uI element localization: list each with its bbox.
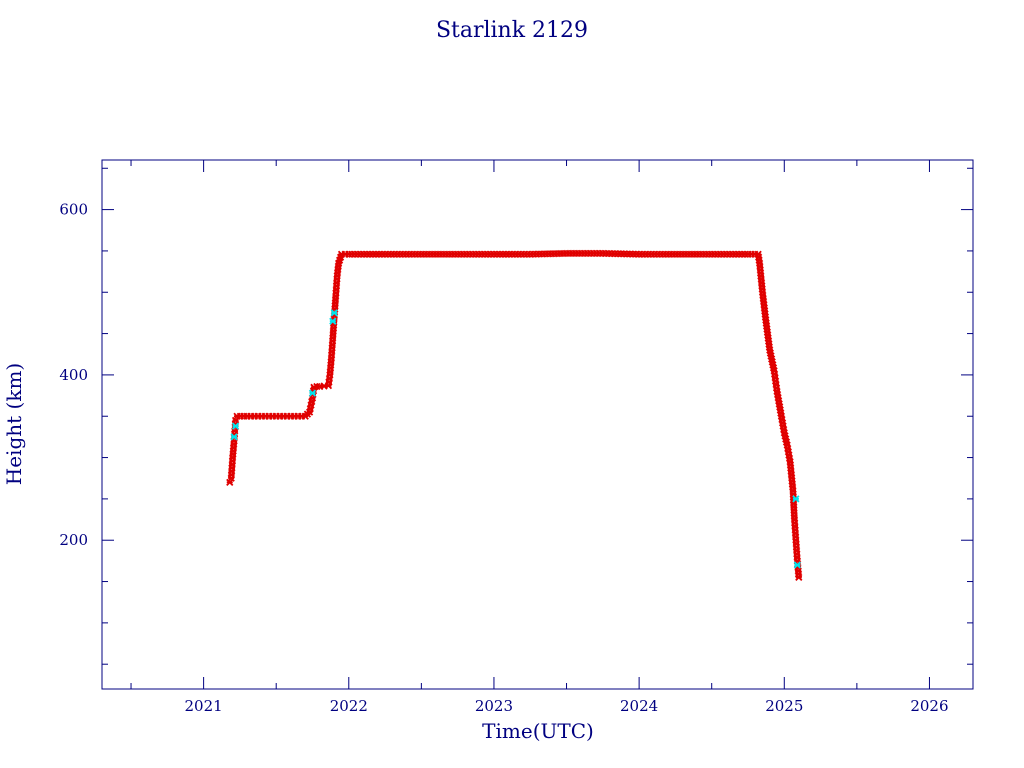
data-point [231,422,240,430]
x-tick-label: 2026 [910,697,948,715]
axis-ticks [102,160,973,689]
y-tick-label: 600 [59,201,88,219]
x-tick-labels: 2021 2022 2023 2024 2025 2026 [185,697,949,715]
x-axis-label: Time(UTC) [482,719,594,743]
x-tick-label: 2022 [330,697,368,715]
plot-frame [101,159,974,690]
data-point [329,317,337,325]
data-point [226,478,234,486]
x-tick-label: 2021 [185,697,223,715]
x-tick-label: 2024 [620,697,658,715]
data-point [330,309,338,317]
data-point [792,495,800,503]
y-tick-labels: 200 400 600 [59,201,88,550]
x-tick-label: 2025 [765,697,803,715]
data-point [230,433,238,441]
y-tick-label: 400 [59,366,88,384]
y-tick-label: 200 [59,531,88,549]
data-points [226,249,803,582]
data-point [795,573,803,582]
x-tick-label: 2023 [475,697,513,715]
chart-title: Starlink 2129 [436,18,588,43]
y-axis-label: Height (km) [2,363,26,485]
data-point [793,561,801,569]
data-point [308,389,317,397]
